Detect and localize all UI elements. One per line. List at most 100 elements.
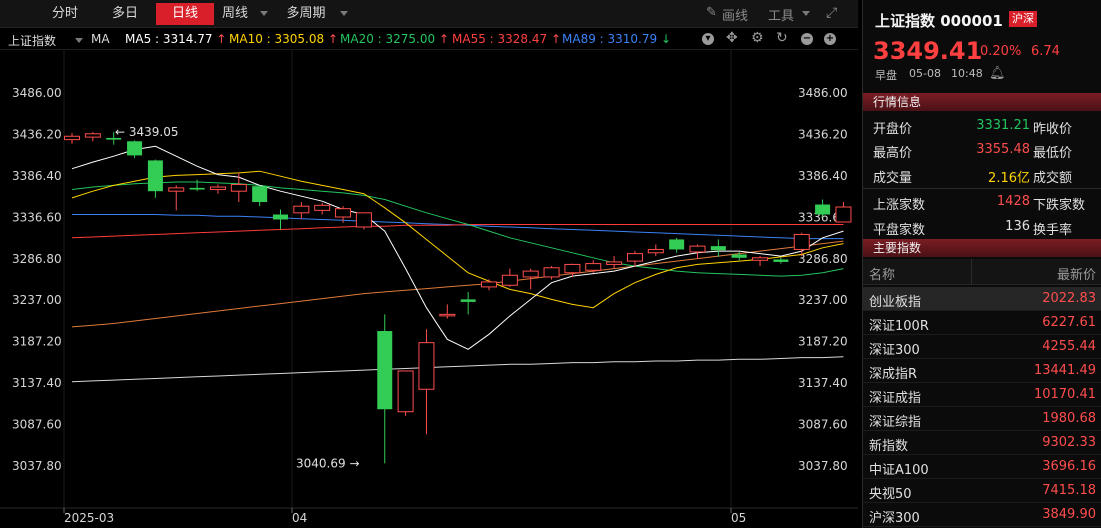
refresh-icon[interactable]: ↻ xyxy=(776,30,788,46)
tools-dropdown-icon[interactable] xyxy=(802,11,810,16)
x-tick-label: 04 xyxy=(292,511,307,525)
col-name-header[interactable]: 名称 xyxy=(869,268,896,283)
flat-count-row: 平盘家数 136 换手率 xyxy=(863,215,1101,239)
high-label: 最高价 xyxy=(873,146,913,161)
index-row[interactable]: 深证300 4255.44 xyxy=(863,335,1101,359)
y-tick-label: 3237.00 xyxy=(12,293,62,307)
candle-body xyxy=(273,214,288,220)
candle-body xyxy=(773,259,789,262)
move-icon[interactable]: ✥ xyxy=(726,30,738,46)
settings-icon[interactable]: ⚙ xyxy=(751,30,764,46)
index-row[interactable]: 创业板指 2022.83 xyxy=(863,287,1101,311)
ma89-value: MA89 : 3310.79 ↓ xyxy=(562,32,672,46)
kline-chart[interactable]: 3486.00 3486.00 3436.20 3436.20 3386.40 3386.… xyxy=(0,50,858,528)
quote-panel: 上证指数 000001 沪深 3349.41 0.20% 6.74 早盘 05-… xyxy=(862,0,1101,528)
low-label: 最低价 xyxy=(1033,146,1073,161)
candle-body xyxy=(835,206,852,223)
y-tick-label: 3486.00 xyxy=(12,86,62,100)
candle-body xyxy=(501,274,518,286)
ma-long-line xyxy=(71,356,844,383)
index-row[interactable]: 新指数 9302.33 xyxy=(863,431,1101,455)
y-tick-label: 3336.60 xyxy=(12,210,62,224)
volume-value: 2.16亿 xyxy=(988,171,1030,186)
pencil-icon[interactable]: ✎ xyxy=(706,5,717,20)
index-price: 13441.49 xyxy=(1033,363,1096,378)
tab-daily[interactable]: 日线 xyxy=(156,3,214,25)
volume-row: 成交量 2.16亿 成交额 xyxy=(863,163,1101,187)
index-price: 1980.68 xyxy=(1042,411,1096,426)
tab-multiperiod[interactable]: 多周期 xyxy=(286,6,326,21)
high-row: 最高价 3355.48 最低价 xyxy=(863,138,1101,162)
tab-intraday[interactable]: 分时 xyxy=(51,6,78,21)
ma-label[interactable]: MA xyxy=(91,32,110,46)
candle-body xyxy=(168,187,185,192)
y-tick-label: 3187.20 xyxy=(798,335,848,349)
candle-body xyxy=(522,270,539,278)
ma10-value: MA10 : 3305.08 ↑ xyxy=(229,32,339,46)
high-annotation: ← 3439.05 xyxy=(115,125,179,139)
candle-body xyxy=(335,208,352,218)
ma55-line xyxy=(71,224,844,239)
up-count-row: 上涨家数 1428 下跌家数 xyxy=(863,190,1101,214)
price-change: 6.74 xyxy=(1031,44,1060,59)
tools-button[interactable]: 工具 xyxy=(768,9,795,24)
fullscreen-icon[interactable]: ⤢ xyxy=(826,5,838,21)
index-row[interactable]: 深证综指 1980.68 xyxy=(863,407,1101,431)
index-row[interactable]: 央视50 7415.18 xyxy=(863,479,1101,503)
last-price: 3349.41 xyxy=(873,37,983,65)
down-count-label: 下跌家数 xyxy=(1033,198,1086,213)
index-price: 10170.41 xyxy=(1033,387,1096,402)
candle-body xyxy=(543,267,560,278)
index-price: 4255.44 xyxy=(1042,339,1096,354)
index-name: 央视50 xyxy=(869,487,912,502)
ma89-line xyxy=(72,214,844,240)
prev-close-label: 昨收价 xyxy=(1033,122,1073,137)
multiperiod-dropdown-icon[interactable] xyxy=(340,11,348,16)
ma5-value: MA5 : 3314.77 ↑ xyxy=(125,32,227,46)
draw-line-button[interactable]: 画线 xyxy=(722,9,749,24)
zoom-out-icon[interactable]: − xyxy=(801,33,813,45)
low-annotation: 3040.69 → xyxy=(296,457,360,471)
candle-body xyxy=(460,299,476,302)
ma5-line xyxy=(71,145,844,350)
collapse-icon[interactable]: ▾ xyxy=(702,33,714,45)
high-value: 3355.48 xyxy=(976,142,1030,157)
weekly-dropdown-icon[interactable] xyxy=(260,11,268,16)
candle-body xyxy=(314,204,331,211)
col-price-header[interactable]: 最新价 xyxy=(1056,268,1096,283)
alert-bell-icon[interactable]: 🔔︎ xyxy=(989,66,1006,81)
amount-label: 成交额 xyxy=(1033,171,1073,186)
index-row[interactable]: 中证A100 3696.16 xyxy=(863,455,1101,479)
index-row[interactable]: 深证100R 6227.61 xyxy=(863,311,1101,335)
index-row[interactable]: 深证成指 10170.41 xyxy=(863,383,1101,407)
y-tick-label: 3137.40 xyxy=(798,376,848,390)
ma55-value: MA55 : 3328.47 ↑ xyxy=(452,32,562,46)
y-tick-label: 3386.40 xyxy=(798,169,848,183)
y-tick-label: 3436.20 xyxy=(798,127,848,141)
ma-indicator-bar: 上证指数 MA MA5 : 3314.77 ↑ MA10 : 3305.08 ↑… xyxy=(0,28,858,50)
index-row[interactable]: 深成指R 13441.49 xyxy=(863,359,1101,383)
volume-label: 成交量 xyxy=(873,171,913,186)
candle-body xyxy=(731,254,747,258)
y-tick-label: 3137.40 xyxy=(12,376,62,390)
index-dropdown-icon[interactable] xyxy=(75,38,83,43)
index-price: 3696.16 xyxy=(1042,459,1096,474)
open-label: 开盘价 xyxy=(873,122,913,137)
zoom-in-icon[interactable]: + xyxy=(824,33,836,45)
candle-body xyxy=(793,233,810,250)
index-price: 2022.83 xyxy=(1042,291,1096,306)
candle-body xyxy=(564,263,581,274)
tab-multiday[interactable]: 多日 xyxy=(111,6,138,21)
candle-body xyxy=(106,137,122,140)
x-tick-label: 2025-03 xyxy=(64,511,114,525)
ma10-line xyxy=(71,170,844,309)
open-row: 开盘价 3331.21 昨收价 xyxy=(863,114,1101,138)
index-name: 新指数 xyxy=(869,439,909,454)
index-row[interactable]: 沪深300 3849.90 xyxy=(863,503,1101,527)
tab-weekly[interactable]: 周线 xyxy=(221,6,248,21)
quote-time: 10:48 xyxy=(951,67,983,80)
divider xyxy=(863,188,1101,189)
col-divider xyxy=(971,259,972,285)
market-badge: 沪深 xyxy=(1009,11,1037,27)
major-indices-header: 主要指数 xyxy=(863,239,1101,257)
